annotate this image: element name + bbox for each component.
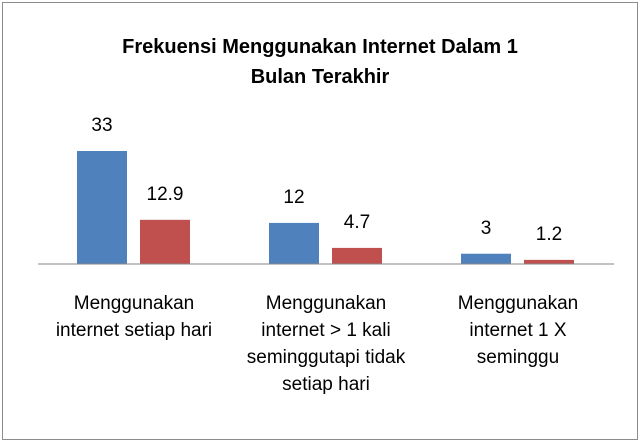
bar xyxy=(140,219,190,264)
x-tick-label: Menggunakan internet setiap hari xyxy=(55,293,213,341)
bar xyxy=(524,259,574,264)
data-label: 3 xyxy=(480,217,492,239)
data-label: 33 xyxy=(91,115,113,136)
x-tick-label: Menggunakan internet > 1 kali semingguta… xyxy=(246,293,406,395)
x-tick-label: Menggunakan internet 1 X seminggu xyxy=(457,293,579,368)
data-label: 4.7 xyxy=(343,211,371,233)
chart-title: Frekuensi Menggunakan Internet Dalam 1 B… xyxy=(122,36,518,88)
bar xyxy=(77,151,127,264)
data-label: 12.9 xyxy=(146,183,184,205)
bar xyxy=(269,222,319,264)
bar xyxy=(332,247,382,264)
data-label: 1.2 xyxy=(535,223,563,245)
bar xyxy=(461,253,511,264)
data-label: 12 xyxy=(283,186,305,208)
